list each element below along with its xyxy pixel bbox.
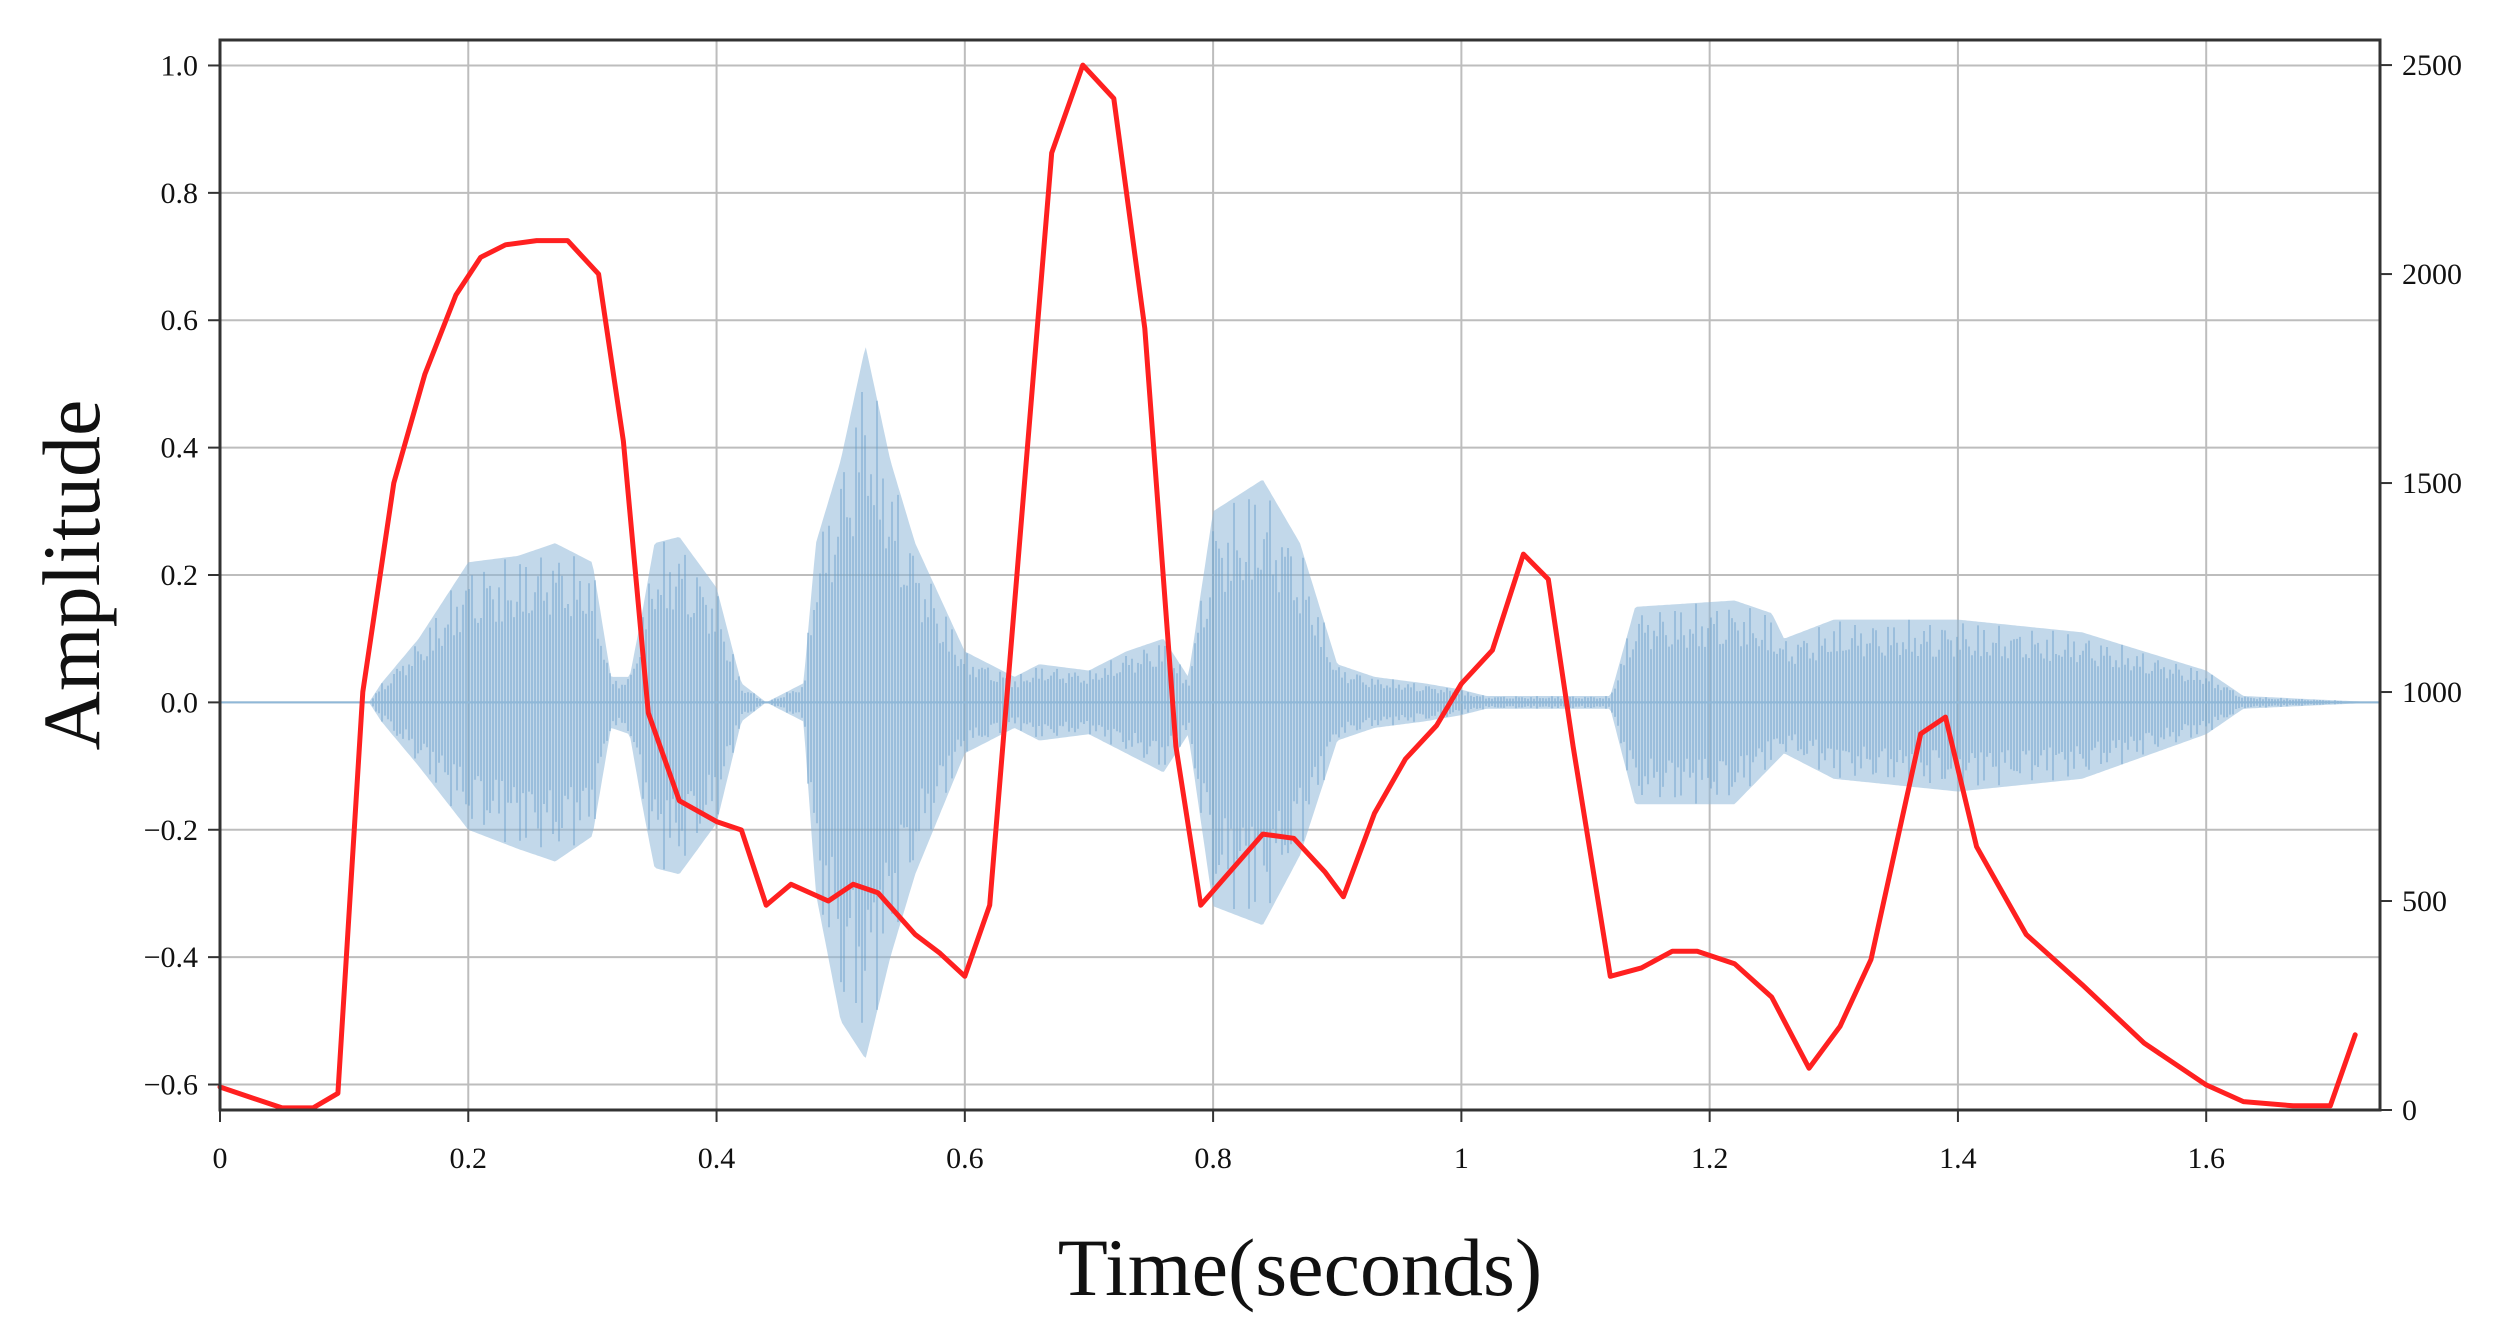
x-axis-ticks: 0 0.2 0.4 0.6 0.8 1 1.2 1.4 1.6 (213, 1110, 2225, 1175)
y2-tick-label-2: 1500 (2402, 467, 2462, 500)
y-axis-title: Amplitude (26, 400, 117, 751)
y-tick-label-2: 0.6 (161, 304, 199, 337)
y-tick-label-4: 0.2 (161, 559, 199, 592)
y-tick-label-3: 0.4 (161, 432, 199, 465)
y-tick-label-6: −0.2 (144, 814, 198, 847)
y-tick-label-8: −0.6 (144, 1069, 198, 1102)
y-tick-label-1: 0.8 (161, 177, 199, 210)
red-curve-series (217, 62, 2358, 1111)
y-tick-label-0: 1.0 (161, 49, 199, 82)
x-tick-label-0: 0 (213, 1142, 228, 1175)
y2-tick-label-3: 1000 (2402, 676, 2462, 709)
x-tick-label-7: 1.4 (1939, 1142, 1977, 1175)
y-tick-label-5: 0.0 (161, 686, 199, 719)
y2-axis-ticks: 2500 2000 1500 1000 500 0 (2380, 49, 2462, 1127)
x-tick-label-4: 0.8 (1194, 1142, 1232, 1175)
y2-tick-label-5: 0 (2402, 1094, 2417, 1127)
y2-tick-label-4: 500 (2402, 885, 2447, 918)
x-tick-label-1: 0.2 (450, 1142, 488, 1175)
y2-tick-label-0: 2500 (2402, 49, 2462, 82)
y-axis-ticks: 1.0 0.8 0.6 0.4 0.2 0.0 −0.2 −0.4 −0.6 (144, 49, 220, 1102)
x-tick-label-5: 1 (1454, 1142, 1469, 1175)
red-curve-line (217, 62, 2358, 1111)
x-tick-label-8: 1.6 (2187, 1142, 2225, 1175)
x-tick-label-6: 1.2 (1691, 1142, 1729, 1175)
y2-tick-label-1: 2000 (2402, 258, 2462, 291)
waveform-series (220, 347, 2380, 1058)
x-tick-label-2: 0.4 (698, 1142, 736, 1175)
x-tick-label-3: 0.6 (946, 1142, 984, 1175)
y-tick-label-7: −0.4 (144, 941, 198, 974)
x-axis-title: Time(seconds) (1058, 1222, 1542, 1313)
